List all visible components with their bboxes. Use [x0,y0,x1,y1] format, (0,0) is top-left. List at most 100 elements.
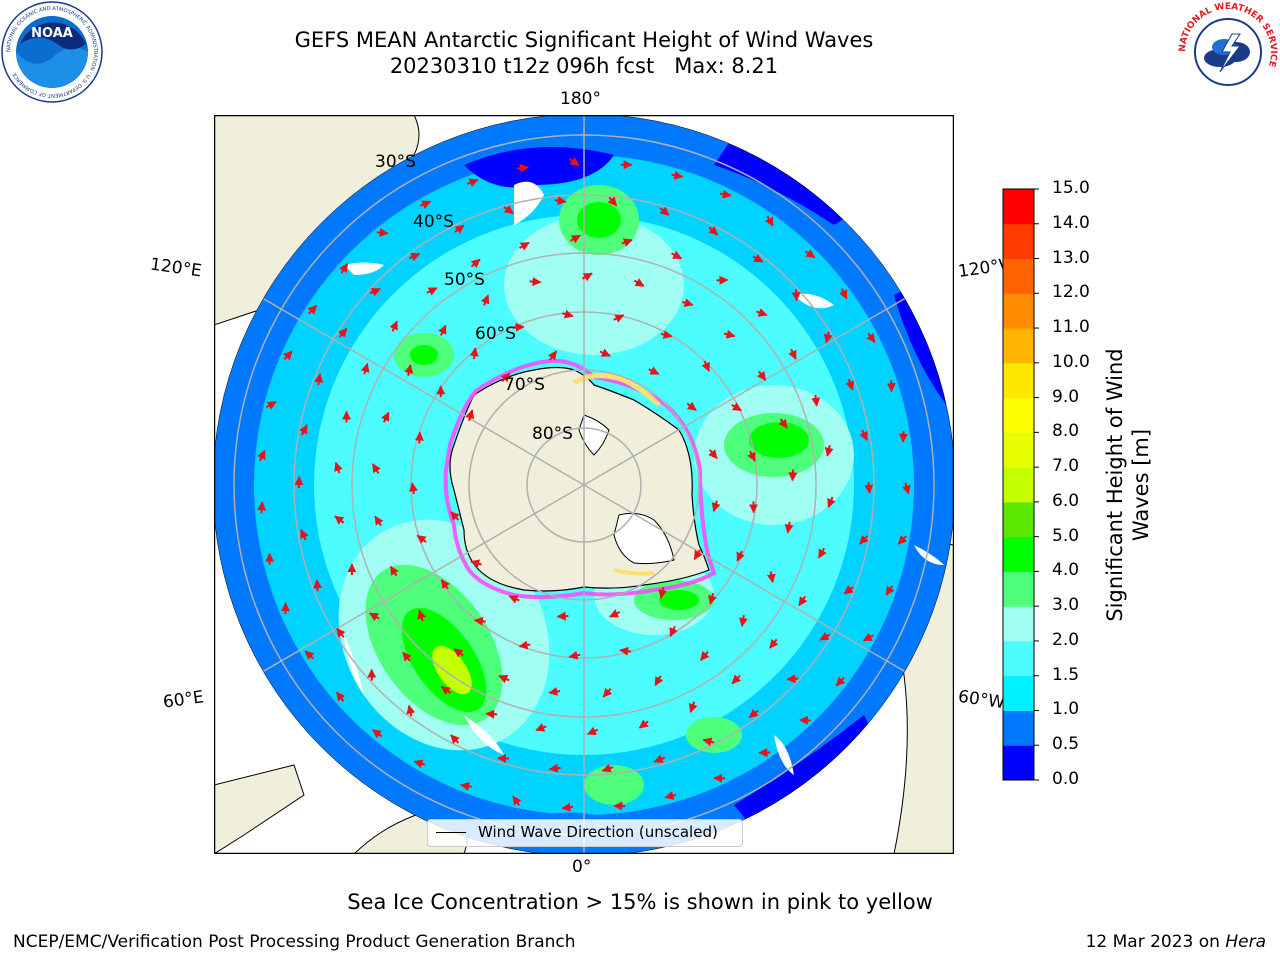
wave-direction-arrow [901,482,911,495]
colorbar-band [1003,675,1034,711]
colorbar-band [1003,710,1034,746]
wave-direction-arrow [417,609,427,622]
wave-direction-arrow [788,469,798,482]
wave-direction-arrow [438,324,447,336]
colorbar-label-line2: Waves [m] [1129,428,1153,542]
sea-ice-note: Sea Ice Concentration > 15% is shown in … [347,890,933,914]
wave-direction-arrow [748,708,759,719]
wave-direction-arrow [660,330,673,339]
wave-direction-arrow [307,304,318,315]
colorbar-band [1003,467,1034,503]
wave-direction-arrow [419,200,432,209]
colorbar-tick-label: 1.0 [1052,699,1080,720]
wave-direction-arrow [460,781,472,791]
wave-direction-arrow [570,234,581,244]
wave-direction-arrow [440,685,452,696]
colorbar-tick-label: 12.0 [1052,282,1090,303]
chart-subtitle: 20230310 t12z 096h fcst Max: 8.21 [389,54,779,78]
wave-direction-arrow [529,277,542,287]
wind-wave-direction-arrows [257,156,911,812]
wave-direction-arrow [613,314,625,323]
wave-direction-arrow [693,549,703,561]
wave-direction-arrow [756,308,768,317]
wave-direction-arrow [866,332,876,343]
wave-direction-arrow [469,347,479,360]
colorbar-tick-label: 9.0 [1052,386,1080,407]
colorbar-tick-label: 6.0 [1052,490,1080,511]
wave-direction-arrow [898,430,908,443]
colorbar-label: Significant Height of Wind Waves [m] [1102,325,1154,645]
colorbar-tick-label: 1.5 [1052,664,1080,685]
wave-direction-arrow [470,258,481,269]
wave-direction-arrow [517,163,529,173]
nws-logo: NATIONAL WEATHER SERVICE [1178,2,1278,102]
wave-direction-arrow [897,535,908,545]
wave-direction-arrow [827,496,836,509]
polar-map [214,115,954,854]
wave-direction-arrow [440,579,450,590]
colorbar-band [1003,258,1034,294]
wave-direction-arrow [561,802,574,812]
wave-direction-arrow [765,215,774,227]
wave-direction-arrow [784,521,794,534]
footer-host: Hera [1225,932,1266,952]
wave-direction-arrow [824,444,834,457]
antarctica-landmass [443,358,717,600]
colorbar-band [1003,571,1034,607]
lat-label-50s: 50°S [444,270,485,290]
legend-label: Wind Wave Direction (unscaled) [478,823,718,841]
wave-direction-arrow [711,500,721,513]
wave-direction-arrow [413,759,426,769]
wave-direction-arrow [769,638,779,649]
wave-direction-arrow [548,763,561,773]
wave-direction-arrow [619,646,632,656]
wave-direction-arrow [719,189,732,199]
colorbar-band [1003,501,1034,538]
wave-direction-arrow [562,309,574,319]
wave-direction-arrow [480,294,490,306]
wave-direction-arrow [659,206,670,216]
colorbar-band [1003,640,1034,677]
wave-direction-arrow [569,156,580,167]
wave-direction-arrow [294,476,304,488]
colorbar-tick-label: 11.0 [1052,317,1090,338]
wave-direction-arrow [314,373,324,386]
wave-direction-arrow [402,651,412,662]
wave-direction-arrow [708,593,717,605]
wave-direction-arrow [257,449,266,462]
wave-direction-arrow [811,394,821,407]
wave-direction-arrow [381,411,390,423]
wave-direction-arrow [638,719,649,729]
wave-direction-arrow [823,331,833,344]
colorbar-band [1003,536,1034,572]
wave-direction-arrow [334,515,345,525]
wave-direction-arrow [300,528,309,541]
wave-direction-arrow [621,238,633,247]
wave-direction-arrow [859,534,869,545]
wave-direction-arrow [360,362,370,375]
wave-direction-arrow [654,675,664,687]
lat-label-60s: 60°S [475,324,516,344]
wave-direction-arrow [799,715,811,725]
wave-direction-arrow [607,196,618,207]
colorbar-tick-label: 0.5 [1052,734,1080,755]
wave-direction-arrow [313,579,323,592]
wave-direction-arrow [265,400,277,410]
wave-direction-arrow [409,482,418,495]
colorbar-tick-label: 2.0 [1052,629,1080,650]
colorbar [1002,188,1039,781]
chart-title: GEFS MEAN Antarctic Significant Height o… [294,28,874,52]
wave-direction-arrow [752,253,764,263]
wave-direction-arrow [648,366,660,375]
wave-direction-arrow [701,360,711,372]
wave-direction-arrow [716,275,729,285]
wave-direction-arrow [609,609,621,618]
wave-direction-arrow [406,704,416,717]
lat-label-70s: 70°S [504,375,545,395]
wave-direction-arrow [581,272,593,282]
wave-direction-arrow [839,288,848,300]
wave-direction-arrow [336,627,346,638]
wave-direction-arrow [453,648,464,658]
wave-direction-arrow [304,650,315,660]
wave-direction-arrow [518,241,530,251]
